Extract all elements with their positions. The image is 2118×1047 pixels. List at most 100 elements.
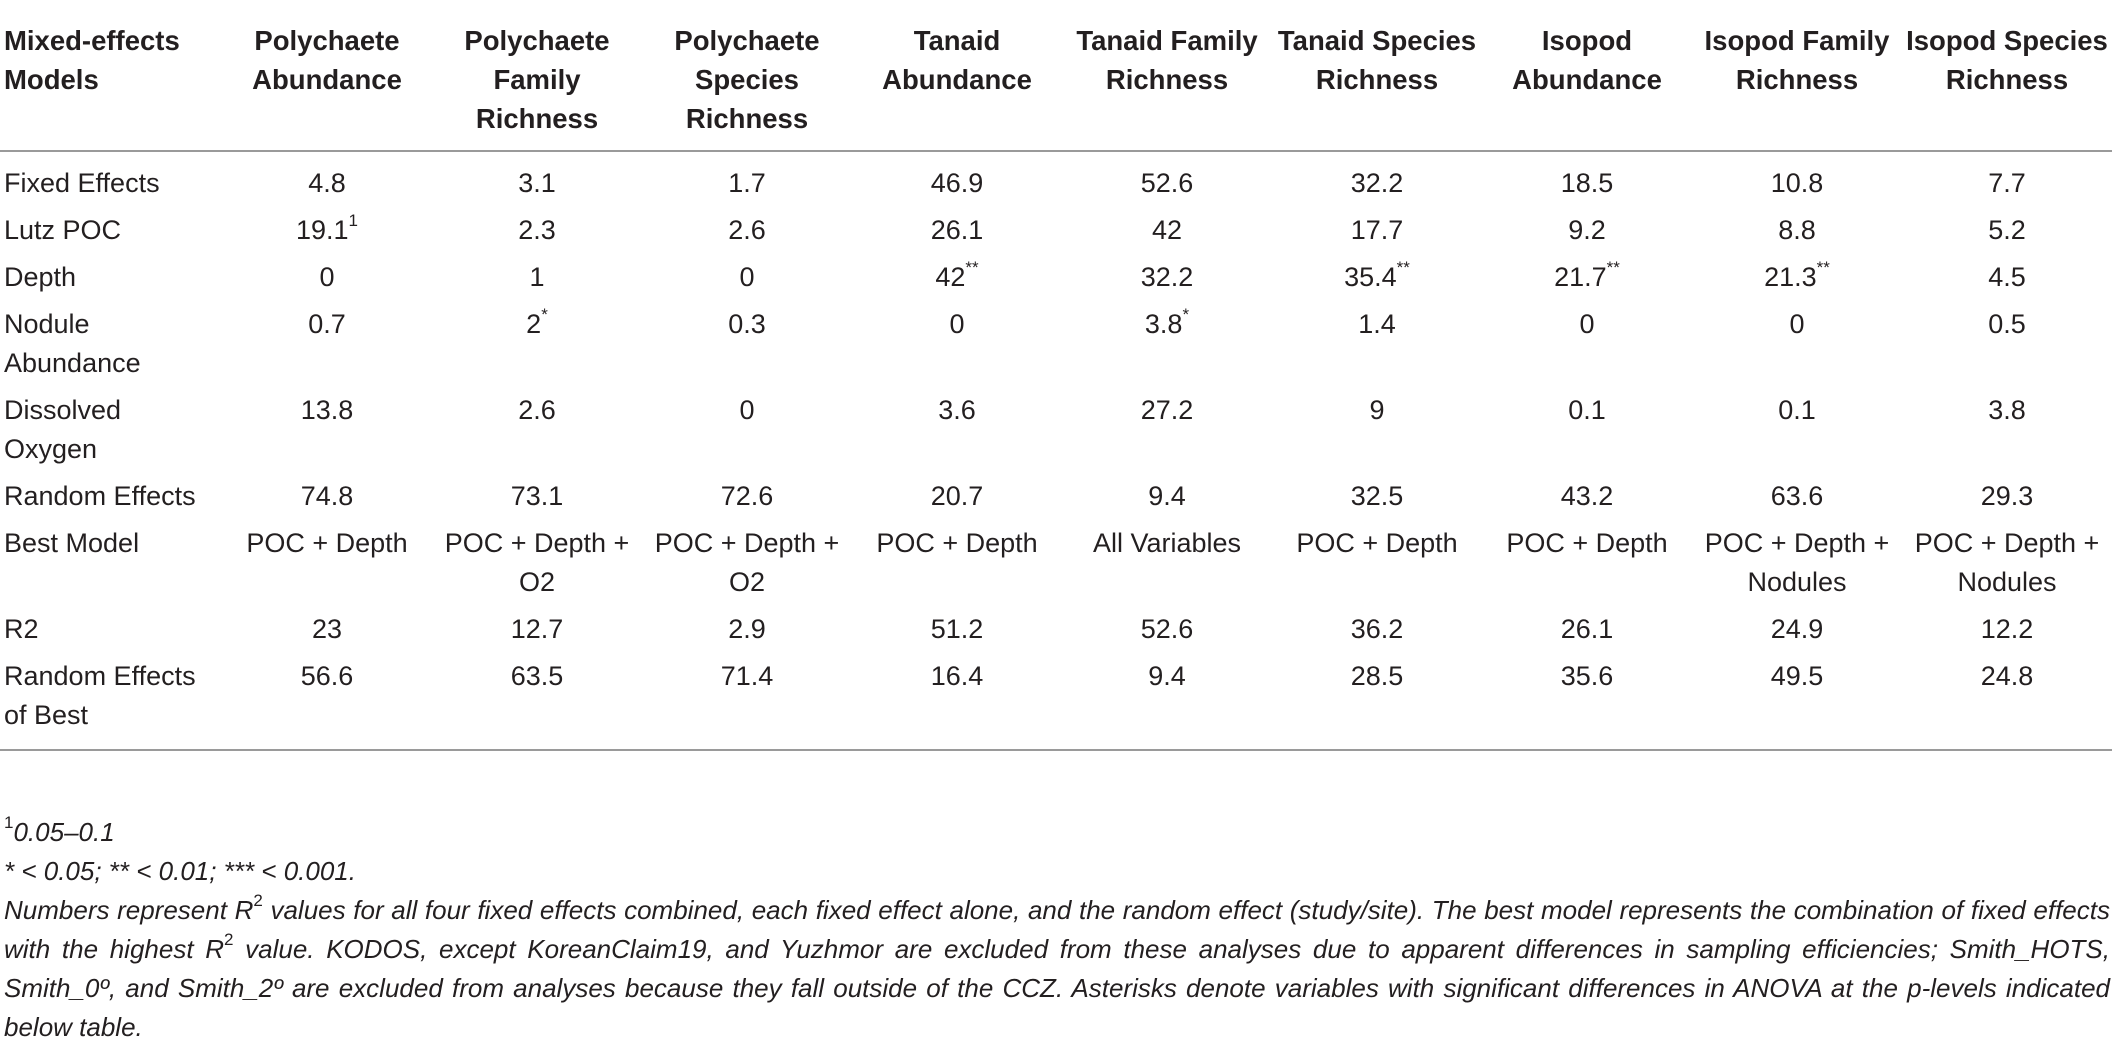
cell-value: 28.5 (1350, 661, 1404, 691)
cell-value: 49.5 (1770, 661, 1824, 691)
cell-value: 12.2 (1980, 614, 2034, 644)
cell-value: 0.1 (1568, 395, 1606, 425)
table-cell: 28.5 (1272, 657, 1482, 751)
significance-marker: * (1182, 305, 1190, 324)
table-cell: 3.6 (852, 391, 1062, 477)
table-cell: 1 (432, 258, 642, 305)
cell-value: 32.2 (1350, 168, 1404, 198)
cell-value: 5.2 (1988, 215, 2026, 245)
cell-value: 56.6 (300, 661, 354, 691)
table-cell: 12.2 (1902, 610, 2112, 657)
significance-marker: ** (965, 258, 979, 277)
column-header: Isopod Family Richness (1692, 6, 1902, 152)
table-cell: 0 (1482, 305, 1692, 391)
table-cell: 51.2 (852, 610, 1062, 657)
table-cell: 19.11 (222, 211, 432, 258)
cell-value: 21.7 (1554, 262, 1607, 292)
cell-value: 12.7 (510, 614, 564, 644)
cell-value: 1.4 (1358, 309, 1396, 339)
table-row: Random Effects of Best 56.6 63.5 71.4 16.4 9.… (0, 657, 2112, 751)
table-cell: 32.2 (1272, 151, 1482, 211)
cell-value: 0 (949, 309, 965, 339)
table-cell: 16.4 (852, 657, 1062, 751)
table-cell: 0 (642, 258, 852, 305)
cell-value: POC + Depth + Nodules (1704, 528, 1890, 597)
table-cell: 21.7** (1482, 258, 1692, 305)
column-header: Tanaid Family Richness (1062, 6, 1272, 152)
table-cell: 27.2 (1062, 391, 1272, 477)
table-cell: 2.3 (432, 211, 642, 258)
table-cell: 42** (852, 258, 1062, 305)
cell-value: 29.3 (1980, 481, 2034, 511)
table-cell: POC + Depth (1482, 524, 1692, 610)
footnote-description: Numbers represent R2 values for all four… (4, 891, 2110, 1042)
cell-value: 63.5 (510, 661, 564, 691)
cell-value: 2.3 (518, 215, 556, 245)
cell-value: 0.5 (1988, 309, 2026, 339)
table-cell: 21.3** (1692, 258, 1902, 305)
cell-value: 24.9 (1770, 614, 1824, 644)
cell-value: 3.8 (1988, 395, 2026, 425)
cell-value: 0 (1579, 309, 1595, 339)
table-row: Depth 0 1 0 42** 32.2 35.4** 21.7** 21.3** 4.5 (0, 258, 2112, 305)
cell-value: 24.8 (1980, 661, 2034, 691)
table-cell: 9.2 (1482, 211, 1692, 258)
table-cell: 63.6 (1692, 477, 1902, 524)
table-cell: 5.2 (1902, 211, 2112, 258)
table-row: Fixed Effects 4.8 3.1 1.7 46.9 52.6 32.2 18.5 10… (0, 151, 2112, 211)
column-header: Tanaid Abundance (852, 6, 1062, 152)
column-header: Isopod Species Richness (1902, 6, 2112, 152)
table-cell: 9 (1272, 391, 1482, 477)
table-row: Dissolved Oxygen 13.8 2.6 0 3.6 27.2 9 0.1 0.1 3.… (0, 391, 2112, 477)
table-cell: 8.8 (1692, 211, 1902, 258)
cell-value: 74.8 (300, 481, 354, 511)
cell-value: 20.7 (930, 481, 984, 511)
column-header: Tanaid Species Richness (1272, 6, 1482, 152)
significance-marker: * (541, 305, 548, 324)
footnote-marker: 1 (4, 813, 14, 833)
cell-value: POC + Depth (1506, 528, 1668, 558)
table-cell: 0 (852, 305, 1062, 391)
table-cell: 9.4 (1062, 657, 1272, 751)
table-row: R2 23 12.7 2.9 51.2 52.6 36.2 26.1 24.9 12.2 (0, 610, 2112, 657)
significance-marker: ** (1816, 258, 1830, 277)
table-cell: 1.4 (1272, 305, 1482, 391)
table-cell: 73.1 (432, 477, 642, 524)
cell-value: 3.8 (1144, 309, 1183, 339)
cell-value: 4.5 (1988, 262, 2026, 292)
cell-value: POC + Depth (246, 528, 408, 558)
cell-value: 1.7 (728, 168, 766, 198)
cell-value: 3.1 (518, 168, 556, 198)
table-cell: 56.6 (222, 657, 432, 751)
cell-value: 35.4 (1344, 262, 1397, 292)
table-cell: 36.2 (1272, 610, 1482, 657)
cell-value: 2.6 (518, 395, 556, 425)
row-label: Random Effects (4, 481, 196, 511)
table-header-row: Mixed-effects Models Polychaete Abundance… (0, 6, 2112, 152)
table-cell: 2.6 (432, 391, 642, 477)
table-cell: 0.1 (1482, 391, 1692, 477)
footnote-significance: * < 0.05; ** < 0.01; *** < 0.001. (4, 856, 356, 886)
cell-value: 3.6 (938, 395, 976, 425)
table-cell: 63.5 (432, 657, 642, 751)
cell-value: 52.6 (1140, 614, 1194, 644)
row-label: R2 (4, 614, 39, 644)
cell-value: 35.6 (1560, 661, 1614, 691)
cell-value: 13.8 (300, 395, 354, 425)
table-cell: POC + Depth + O2 (432, 524, 642, 610)
cell-value: 7.7 (1988, 168, 2026, 198)
column-header: Polychaete Family Richness (432, 6, 642, 152)
column-header: Isopod Abundance (1482, 6, 1692, 152)
table-cell: 46.9 (852, 151, 1062, 211)
table-cell: 24.9 (1692, 610, 1902, 657)
row-label: Fixed Effects (4, 168, 160, 198)
table-cell: 2.6 (642, 211, 852, 258)
cell-value: 0 (1789, 309, 1805, 339)
column-header: Polychaete Species Richness (642, 6, 852, 152)
table-cell: 29.3 (1902, 477, 2112, 524)
cell-value: POC + Depth + O2 (444, 528, 630, 597)
table-cell: 26.1 (852, 211, 1062, 258)
cell-value: 2.6 (728, 215, 766, 245)
cell-value: 0.1 (1778, 395, 1816, 425)
